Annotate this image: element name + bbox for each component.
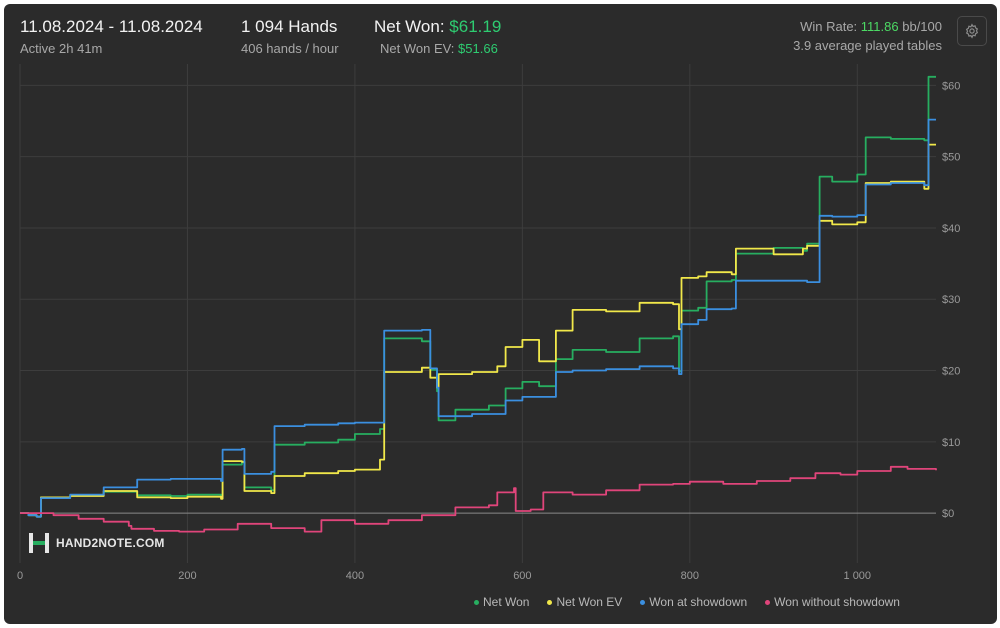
h2n-logo-icon — [29, 533, 49, 553]
hands-count: 1 094 Hands — [241, 17, 338, 36]
y-tick-label: $10 — [942, 437, 960, 449]
win-rate-unit: bb/100 — [898, 19, 942, 34]
legend-label: Net Won EV — [556, 595, 623, 609]
series-line-net-won-ev — [20, 143, 936, 518]
legend-dot — [640, 599, 646, 605]
series-line-won-showdown — [20, 118, 936, 518]
win-rate-stat: Win Rate: 111.86 bb/100 — [800, 19, 942, 34]
active-time: Active 2h 41m — [20, 41, 103, 56]
legend-dot — [765, 599, 771, 605]
hands-per-hour: 406 hands / hour — [241, 41, 339, 56]
chart-area: $0 $10 $20 $30 $40 $50 $60 0 200 400 600 800 1 000 — [17, 64, 960, 582]
legend-label: Net Won — [483, 595, 530, 609]
net-won-stat: Net Won: $61.19 — [374, 17, 501, 37]
x-tick-label: 1 000 — [844, 570, 872, 582]
net-won-ev-stat: Net Won EV: $51.66 — [380, 41, 498, 56]
logo-text: HAND2NOTE.COM — [56, 536, 165, 550]
legend-label: Won without showdown — [774, 595, 900, 609]
settings-button[interactable] — [957, 16, 987, 46]
win-rate-label: Win Rate: — [800, 19, 861, 34]
gear-icon — [965, 23, 979, 39]
net-won-ev-value: $51.66 — [458, 41, 498, 56]
average-tables: 3.9 average played tables — [793, 38, 942, 53]
legend-dot — [474, 599, 479, 605]
legend-item-net-won[interactable]: Net Won — [474, 594, 529, 610]
legend-item-net-won-ev[interactable]: Net Won EV — [547, 594, 622, 610]
series-line-net-won — [20, 75, 936, 518]
date-range: 11.08.2024 - 11.08.2024 — [20, 17, 203, 36]
y-tick-label: $30 — [942, 294, 960, 306]
y-tick-label: $40 — [942, 223, 960, 235]
win-rate-value: 111.86 — [860, 19, 899, 34]
legend-item-won-showdown[interactable]: Won at showdown — [640, 594, 747, 610]
legend-dot — [547, 599, 553, 605]
y-tick-label: $20 — [942, 366, 960, 378]
net-won-label: Net Won: — [374, 17, 450, 36]
x-tick-label: 0 — [17, 570, 23, 582]
legend-label: Won at showdown — [649, 595, 748, 609]
x-tick-label: 200 — [178, 570, 196, 582]
hand2note-logo: HAND2NOTE.COM — [28, 532, 165, 554]
series-line-won-without-showdown — [20, 465, 937, 533]
x-tick-label: 800 — [681, 570, 699, 582]
legend: Net Won Net Won EV Won at showdown Won with… — [474, 594, 900, 610]
x-tick-label: 400 — [346, 570, 364, 582]
legend-item-won-without-showdown[interactable]: Won without showdown — [765, 594, 900, 610]
y-tick-label: $60 — [942, 80, 960, 92]
chart-panel: 11.08.2024 - 11.08.2024 Active 2h 41m 1 … — [4, 4, 997, 624]
net-won-ev-label: Net Won EV: — [380, 41, 459, 56]
x-tick-label: 600 — [513, 570, 531, 582]
y-tick-label: $0 — [942, 508, 954, 520]
y-tick-label: $50 — [942, 152, 960, 164]
net-won-value: $61.19 — [449, 17, 502, 36]
